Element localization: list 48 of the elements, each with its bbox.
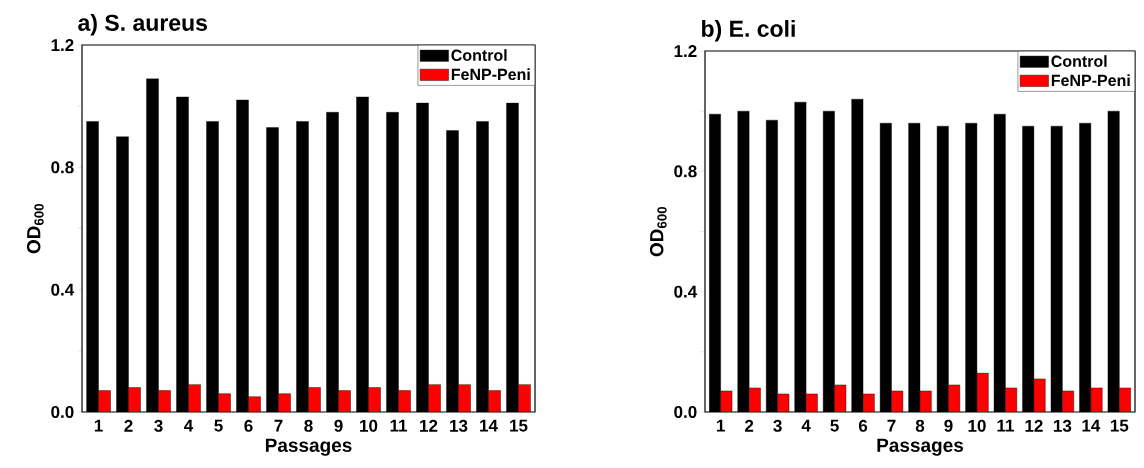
x-tick-label: 3 xyxy=(154,419,163,432)
x-tick-label: 1 xyxy=(94,419,103,432)
x-tick-label: 14 xyxy=(480,419,498,432)
x-tick-label: 10 xyxy=(968,419,986,432)
x-tick-label: 8 xyxy=(915,419,925,432)
x-tick-label: 14 xyxy=(1082,419,1101,432)
x-tick-label: 8 xyxy=(304,419,313,432)
x-tick-label: 4 xyxy=(801,419,811,432)
y-axis-title: OD$_{600}$ xyxy=(26,203,44,254)
x-tick-label: 6 xyxy=(244,419,253,432)
x-tick-label: 11 xyxy=(390,419,408,432)
x-tick-label: 6 xyxy=(858,419,868,432)
x-tick-label: 9 xyxy=(944,419,953,432)
y-tick-label: 0.0 xyxy=(51,405,74,419)
x-tick-label: 15 xyxy=(1110,419,1129,432)
x-tick-label: 4 xyxy=(184,419,194,432)
x-axis-title: Passages xyxy=(877,438,964,456)
y-axis-title: OD$_{600}$ xyxy=(649,206,667,257)
x-tick-label: 7 xyxy=(887,419,896,432)
legend-label: Control xyxy=(451,49,507,61)
y-tick-label: 0.8 xyxy=(51,161,74,174)
x-tick-label: 2 xyxy=(745,419,754,432)
x-axis-title: Passages xyxy=(265,438,352,456)
x-tick-label: 3 xyxy=(773,419,782,432)
x-tick-label: 7 xyxy=(274,419,283,432)
y-tick-label: 0.4 xyxy=(674,285,698,298)
x-tick-label: 13 xyxy=(1053,419,1072,432)
legend-label: Control xyxy=(1051,55,1107,67)
x-tick-label: 15 xyxy=(510,419,528,432)
x-tick-label: 5 xyxy=(830,419,839,432)
x-tick-label: 12 xyxy=(1025,419,1043,432)
legend-label: FeNP-Peni xyxy=(1051,74,1130,87)
y-tick-label: 1.2 xyxy=(51,39,74,51)
x-tick-label: 1 xyxy=(717,419,725,432)
x-tick-label: 10 xyxy=(360,419,378,432)
y-tick-label: 1.2 xyxy=(674,45,697,57)
chart-title: b) E. coli xyxy=(702,20,795,42)
x-tick-label: 11 xyxy=(997,419,1014,432)
x-tick-label: 2 xyxy=(124,419,133,432)
legend-label: FeNP-Peni xyxy=(451,68,530,81)
x-tick-label: 9 xyxy=(334,419,343,432)
chart-title: a) S. aureus xyxy=(78,14,207,36)
y-tick-label: 0.8 xyxy=(674,165,697,178)
y-tick-label: 0.0 xyxy=(674,405,697,419)
x-tick-label: 5 xyxy=(214,419,223,432)
x-tick-label: 12 xyxy=(420,419,438,432)
x-tick-label: 13 xyxy=(450,419,468,432)
y-tick-label: 0.4 xyxy=(51,283,75,296)
